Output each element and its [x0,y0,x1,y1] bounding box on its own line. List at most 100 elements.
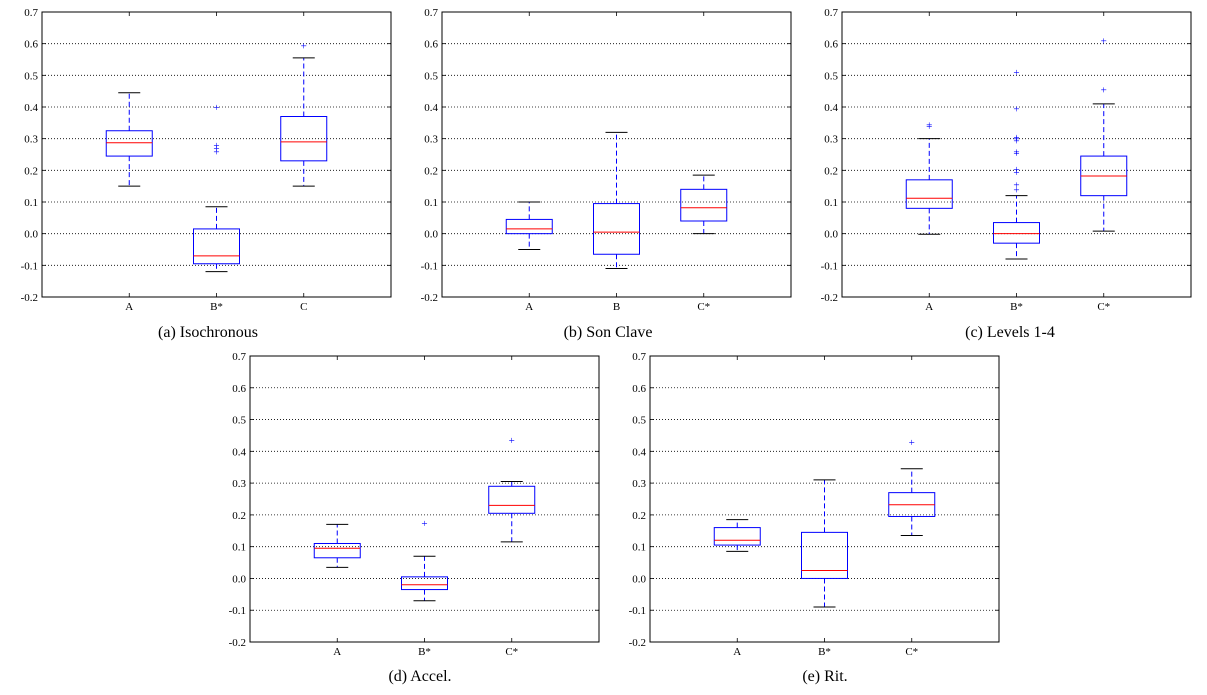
y-tick-label: 0.6 [232,383,246,395]
plot-frame [41,11,392,298]
outlier-point: + [1101,85,1107,97]
x-tick-label: C* [1097,301,1110,313]
outlier-point: + [926,119,932,131]
y-tick-label: 0.4 [824,102,838,114]
x-tick-label: A [733,646,741,658]
box-a [505,201,553,250]
outlier-point: + [1013,132,1019,144]
panel-2: -0.2 -0.1 0.0 0.1 0.2 0.3 0.4 0.5 0.6 0.7 A B C* (b) … [421,7,792,341]
box-c-star: + [488,435,536,543]
y-tick-label: 0.4 [632,446,646,458]
iqr-box [801,531,848,579]
plot-frame [249,355,600,643]
box-b-star: +++++++++++ [993,67,1040,260]
y-tick-label: 0.6 [632,383,646,395]
y-tick-label: 0.0 [232,573,246,585]
box-a: ++ [905,119,953,235]
x-tick-label: A [525,301,533,313]
panel-caption: (e) Rit. [802,668,847,685]
y-tick-label: -0.1 [421,260,438,272]
box-c-star: ++ [1080,36,1128,232]
x-tick-label: B* [210,301,223,313]
y-tick-label: -0.2 [229,637,246,649]
panel-1: -0.2-0.10.00.10.20.30.40.50.60.7A++++B*+… [21,7,392,341]
box-b-star [801,479,848,608]
y-tick-label: 0.1 [632,542,646,554]
box-a [313,523,361,568]
y-tick-label: 0.2 [424,165,438,177]
outlier-point: + [1013,67,1019,79]
y-tick-label: 0.4 [424,102,438,114]
x-tick-label: A [925,301,933,313]
plot-frame [841,11,1192,298]
y-tick-label: 0.1 [24,197,38,209]
y-tick-label: 0.3 [824,134,838,146]
y-tick-label: 0.6 [424,39,438,51]
y-tick-label: 0.7 [824,7,838,19]
y-tick-label: 0.7 [424,7,438,19]
y-tick-label: -0.1 [629,605,646,617]
iqr-box [488,485,536,514]
y-tick-label: 0.1 [232,542,246,554]
box-a [105,92,153,187]
panel-caption: (b) Son Clave [564,324,653,341]
y-tick-label: 0.5 [24,70,38,82]
y-tick-label: 0.2 [232,510,246,522]
y-tick-label: 0.4 [24,102,38,114]
box-c: + [280,40,328,187]
y-tick-label: 0.5 [424,70,438,82]
iqr-box [401,576,448,591]
outlier-point: + [213,140,219,152]
x-tick-label: B* [1010,301,1023,313]
iqr-box [505,218,553,235]
iqr-box [193,228,240,265]
box-c-star: + [888,437,936,537]
plot-frame [649,355,1000,643]
panel-caption: (a) Isochronous [158,324,258,341]
x-tick-label: C* [697,301,710,313]
outlier-point: + [1101,36,1107,48]
outlier-point: + [1013,167,1019,179]
y-tick-label: 0.2 [632,510,646,522]
outlier-point: + [1013,180,1019,192]
outlier-point: + [213,102,219,114]
outlier-point: + [421,518,427,530]
box-b [593,131,640,269]
box-b-star: + [401,518,448,602]
y-tick-label: 0.2 [24,165,38,177]
outlier-point: + [1013,164,1019,176]
outlier-point: + [1013,104,1019,116]
box-c-star [680,174,728,235]
panel-caption: (c) Levels 1-4 [965,324,1055,341]
y-tick-label: 0.5 [632,415,646,427]
iqr-box [905,179,953,209]
y-tick-label: 0.7 [24,7,38,19]
y-tick-label: 0.0 [24,229,38,241]
y-tick-label: -0.1 [229,605,246,617]
y-tick-label: 0.1 [424,197,438,209]
iqr-box [993,222,1040,244]
iqr-box [713,527,761,546]
outlier-point: + [1013,184,1019,196]
outlier-point: + [1013,134,1019,146]
outlier-point: + [213,146,219,158]
panel-caption: (d) Accel. [388,668,451,685]
box-a [713,519,761,552]
x-tick-label: B [613,301,620,313]
y-tick-label: 0.5 [232,415,246,427]
outlier-point: + [1013,148,1019,160]
iqr-box [280,116,328,162]
y-tick-label: 0.0 [632,573,646,585]
y-tick-label: -0.1 [21,260,38,272]
iqr-box [593,203,640,255]
y-tick-label: -0.1 [821,260,838,272]
y-tick-label: 0.3 [24,134,38,146]
outlier-point: + [926,121,932,133]
y-tick-label: 0.6 [24,39,38,51]
y-tick-label: 0.1 [824,197,838,209]
y-tick-label: 0.3 [424,134,438,146]
x-tick-label: B* [818,646,831,658]
x-tick-label: C* [505,646,518,658]
iqr-box [105,130,153,157]
